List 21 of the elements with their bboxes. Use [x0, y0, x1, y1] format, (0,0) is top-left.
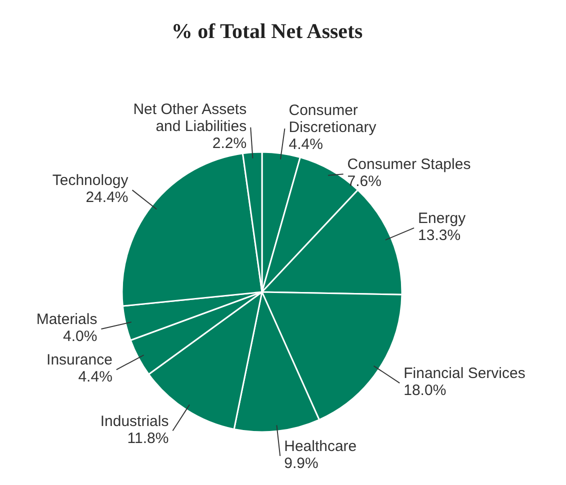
slice-label: Healthcare	[284, 438, 357, 456]
data-label: 7.6%	[347, 173, 382, 190]
data-label: 9.9%	[284, 455, 318, 472]
slice-label: Materials	[36, 311, 98, 328]
slice-label: Consumer Staples	[347, 156, 471, 174]
slice-label: Industrials	[100, 412, 169, 430]
slice-label: Energy	[418, 210, 466, 227]
slice-label: Financial Services	[404, 365, 526, 382]
slice-label: Technology	[52, 172, 129, 190]
slice-label: Consumer Discretionary	[288, 102, 377, 136]
data-label: 4.4%	[78, 368, 112, 386]
chart-title: % of Total Net Assets	[171, 19, 363, 43]
data-label: 2.2%	[212, 134, 247, 152]
slice-label: Insurance	[46, 352, 112, 369]
data-label: 18.0%	[404, 382, 446, 400]
data-label: 11.8%	[127, 430, 169, 447]
data-label: 4.4%	[288, 136, 323, 154]
data-label: 4.0%	[63, 328, 98, 346]
data-label: 24.4%	[86, 189, 128, 206]
data-label: 13.3%	[418, 226, 461, 244]
slice-label: Net Other Assets and Liabilities	[133, 100, 247, 135]
